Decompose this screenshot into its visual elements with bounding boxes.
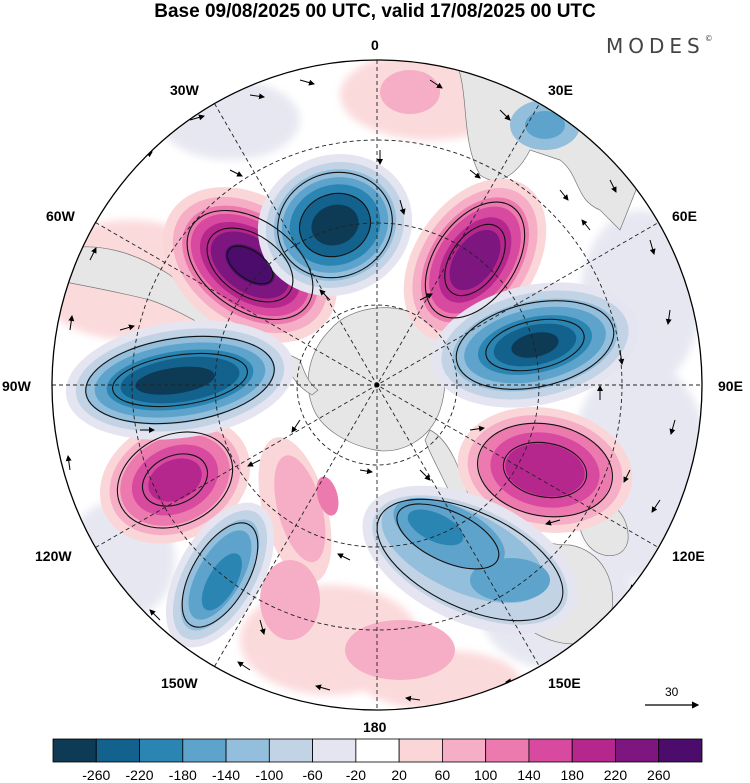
lon-label-60w: 60W — [46, 208, 75, 224]
lon-label-150w: 150W — [161, 675, 198, 691]
positive-anomalies — [99, 70, 633, 680]
colorbar-swatch — [485, 738, 530, 763]
lon-label-120e: 120E — [672, 548, 705, 564]
graticule — [52, 60, 702, 710]
colorbar-swatch — [312, 738, 357, 763]
colorbar-label: 140 — [517, 767, 541, 783]
south-pole-marker — [374, 382, 380, 388]
colorbar-label: 60 — [434, 767, 451, 783]
colorbar-swatch — [52, 738, 97, 763]
colorbar-swatch — [182, 738, 227, 763]
lon-label-120w: 120W — [35, 548, 72, 564]
map-title: Base 09/08/2025 00 UTC, valid 17/08/2025… — [154, 1, 596, 22]
colorbar-label: 20 — [391, 767, 407, 783]
colorbar-swatch — [95, 738, 140, 763]
colorbar-swatch — [355, 738, 400, 763]
colorbar-label: -180 — [168, 767, 197, 783]
lon-label-60e: 60E — [672, 208, 697, 224]
lon-label-0: 0 — [371, 37, 379, 53]
colorbar-label: 100 — [473, 767, 498, 783]
colorbar-label: -20 — [345, 767, 366, 783]
colorbar-label: -140 — [212, 767, 241, 783]
colorbar-swatch — [398, 738, 443, 763]
lon-label-30w: 30W — [170, 82, 199, 98]
colorbar-label: -220 — [125, 767, 154, 783]
colorbar-swatch — [658, 738, 703, 763]
colorbar-swatch — [225, 738, 270, 763]
streamlines — [85, 171, 615, 628]
colorbar-swatch — [571, 738, 616, 763]
lon-label-90e: 90E — [718, 378, 743, 394]
colorbar-label: -60 — [302, 767, 323, 783]
lon-label-150e: 150E — [548, 675, 581, 691]
colorbar-label: -260 — [82, 767, 111, 783]
map-border — [51, 59, 703, 711]
colorbar-swatch — [139, 738, 184, 763]
colorbar-label: -100 — [255, 767, 284, 783]
brand-logo: MODES© — [606, 34, 713, 58]
colorbar — [52, 738, 703, 763]
lon-label-90w: 90W — [2, 378, 31, 394]
colorbar-swatch — [528, 738, 573, 763]
colorbar-swatch — [615, 738, 660, 763]
colorbar-label: 260 — [647, 767, 671, 783]
lon-label-180: 180 — [363, 719, 387, 735]
lon-label-30e: 30E — [548, 82, 573, 98]
reference-vector-label: 30 — [665, 685, 679, 699]
colorbar-swatch — [441, 738, 487, 763]
colorbar-label: 180 — [560, 767, 584, 783]
colorbar-swatch — [268, 738, 314, 763]
colorbar-label: 220 — [603, 767, 628, 783]
